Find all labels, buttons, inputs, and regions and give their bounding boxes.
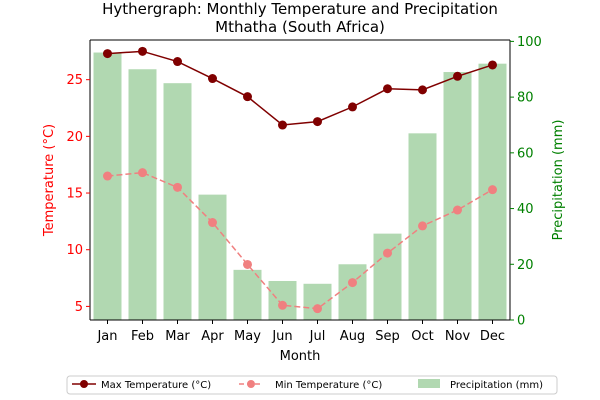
- min-temp-line: [107, 171, 493, 310]
- x-tick-label-jan: Jan: [96, 329, 117, 344]
- precipitation-bars: [93, 52, 507, 321]
- max-temp-point-jun: [278, 120, 287, 130]
- x-tick-label-jun: Jun: [271, 329, 292, 344]
- min-temp-point-dec: [488, 185, 497, 195]
- legend-precip-label: Precipitation (mm): [450, 380, 543, 391]
- max-temp-point-dec: [488, 60, 497, 70]
- y-axis-right-label: Precipitation (mm): [551, 120, 566, 241]
- max-temp-point-jul: [313, 117, 322, 127]
- y-right-tick-label-0: 0: [517, 314, 525, 329]
- max-temp-line: [107, 50, 493, 126]
- x-tick-label-jul: Jul: [309, 329, 326, 344]
- legend: Max Temperature (°C) Min Temperature (°C…: [66, 375, 558, 395]
- x-tick-label-aug: Aug: [340, 329, 365, 344]
- legend-max-marker: [80, 380, 88, 388]
- max-temp-point-feb: [138, 46, 147, 56]
- y-right-tick-label-100: 100: [517, 35, 542, 50]
- y-left-tick-label-10: 10: [66, 243, 83, 258]
- y-right-tick-label-80: 80: [517, 91, 534, 106]
- max-temp-point-mar: [173, 57, 182, 67]
- precip-bar-jul: [303, 283, 332, 320]
- max-temp-point-oct: [418, 85, 427, 95]
- max-temp-point-jan: [103, 49, 112, 59]
- min-temp-point-feb: [138, 168, 147, 178]
- min-temp-point-apr: [208, 218, 217, 228]
- max-temp-point-apr: [208, 74, 217, 84]
- y-right-tick-label-20: 20: [517, 258, 534, 273]
- x-tick-label-mar: Mar: [165, 329, 190, 344]
- precip-bar-feb: [128, 69, 157, 321]
- min-temp-point-sep: [383, 248, 392, 258]
- precip-bar-apr: [198, 194, 227, 320]
- precip-bar-sep: [373, 233, 402, 320]
- precip-bar-may: [233, 269, 262, 320]
- x-tick-label-apr: Apr: [201, 329, 224, 344]
- legend-min-label: Min Temperature (°C): [275, 380, 382, 391]
- min-temp-point-oct: [418, 221, 427, 231]
- temperature-lines: [103, 46, 497, 314]
- legend-max-label: Max Temperature (°C): [101, 380, 211, 391]
- min-temp-point-nov: [453, 205, 462, 215]
- x-tick-label-dec: Dec: [480, 329, 505, 344]
- min-temp-point-jun: [278, 300, 287, 310]
- precip-bar-nov: [443, 72, 472, 321]
- y-left-tick-label-5: 5: [75, 300, 83, 315]
- x-tick-label-nov: Nov: [445, 329, 471, 344]
- y-left-tick-label-15: 15: [66, 187, 83, 202]
- chart-subtitle: Mthatha (South Africa): [215, 18, 385, 36]
- y-right-tick-label-60: 60: [517, 146, 534, 161]
- y-left-tick-label-25: 25: [66, 73, 83, 88]
- max-temp-point-aug: [348, 102, 357, 112]
- y-left-tick-label-20: 20: [66, 130, 83, 145]
- max-temp-point-sep: [383, 84, 392, 94]
- min-temp-point-jul: [313, 304, 322, 314]
- y-right-tick-label-40: 40: [517, 202, 534, 217]
- chart-title: Hythergraph: Monthly Temperature and Pre…: [102, 0, 498, 18]
- x-tick-label-may: May: [234, 329, 261, 344]
- x-tick-label-feb: Feb: [131, 329, 154, 344]
- min-temp-point-jan: [103, 171, 112, 181]
- legend-precip-swatch: [418, 379, 440, 388]
- precip-bar-jun: [268, 280, 297, 320]
- precip-bar-mar: [163, 83, 192, 320]
- x-tick-label-sep: Sep: [375, 329, 400, 344]
- max-temp-point-may: [243, 92, 252, 102]
- legend-min-marker: [247, 380, 255, 388]
- precip-bar-jan: [93, 52, 122, 320]
- x-tick-label-oct: Oct: [411, 329, 433, 344]
- min-temp-point-mar: [173, 182, 182, 192]
- x-axis-label: Month: [280, 349, 321, 364]
- chart-axes: 5 10 15 20 25 0 20 40 60 80 100 Jan Feb Mar Apr May Jun J…: [66, 35, 541, 344]
- max-temp-point-nov: [453, 71, 462, 81]
- min-temp-point-aug: [348, 278, 357, 288]
- min-temp-point-may: [243, 259, 252, 269]
- y-axis-left-label: Temperature (°C): [42, 124, 57, 237]
- precip-bar-aug: [338, 264, 367, 320]
